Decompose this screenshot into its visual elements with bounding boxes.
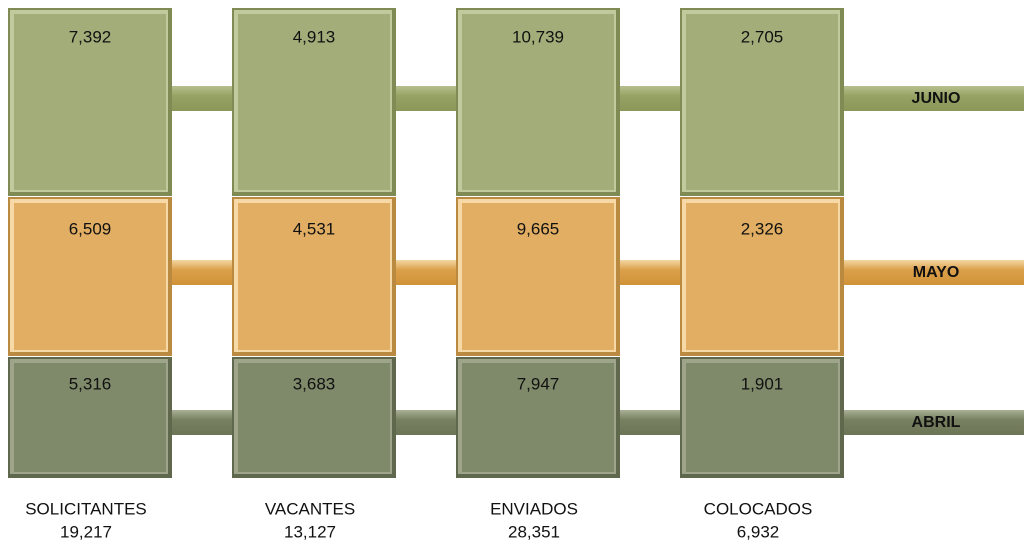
column-segment-inner: [14, 203, 166, 350]
column-segment-inner: [686, 14, 838, 190]
segment-value: 3,683: [293, 374, 336, 393]
column-segment-inner: [14, 363, 166, 472]
column-total: 28,351: [508, 522, 560, 541]
column-segment-inner: [462, 363, 614, 472]
segment-value: 10,739: [512, 27, 564, 46]
segment-value: 4,913: [293, 27, 336, 46]
segment-value: 9,665: [517, 219, 560, 238]
column-name: COLOCADOS: [704, 499, 813, 518]
segment-value: 5,316: [69, 374, 112, 393]
segment-value: 2,705: [741, 27, 784, 46]
row-label: JUNIO: [912, 90, 961, 107]
column-name: SOLICITANTES: [25, 499, 147, 518]
row-label: ABRIL: [912, 414, 961, 431]
column-segment-inner: [238, 14, 390, 190]
column-segment-inner: [238, 363, 390, 472]
segment-value: 1,901: [741, 374, 784, 393]
segment-value: 2,326: [741, 219, 784, 238]
column-total: 19,217: [60, 522, 112, 541]
column-segment-inner: [686, 203, 838, 350]
segment-value: 7,947: [517, 374, 560, 393]
row-label: MAYO: [913, 264, 960, 281]
column-segment-inner: [462, 203, 614, 350]
segment-value: 7,392: [69, 27, 112, 46]
column-segment-inner: [238, 203, 390, 350]
column-name: ENVIADOS: [490, 499, 578, 518]
segment-value: 4,531: [293, 219, 336, 238]
column-segment-inner: [462, 14, 614, 190]
column-segment-inner: [686, 363, 838, 472]
column-total: 6,932: [737, 522, 780, 541]
segment-value: 6,509: [69, 219, 112, 238]
column-segment-inner: [14, 14, 166, 190]
column-total: 13,127: [284, 522, 336, 541]
column-name: VACANTES: [265, 499, 355, 518]
